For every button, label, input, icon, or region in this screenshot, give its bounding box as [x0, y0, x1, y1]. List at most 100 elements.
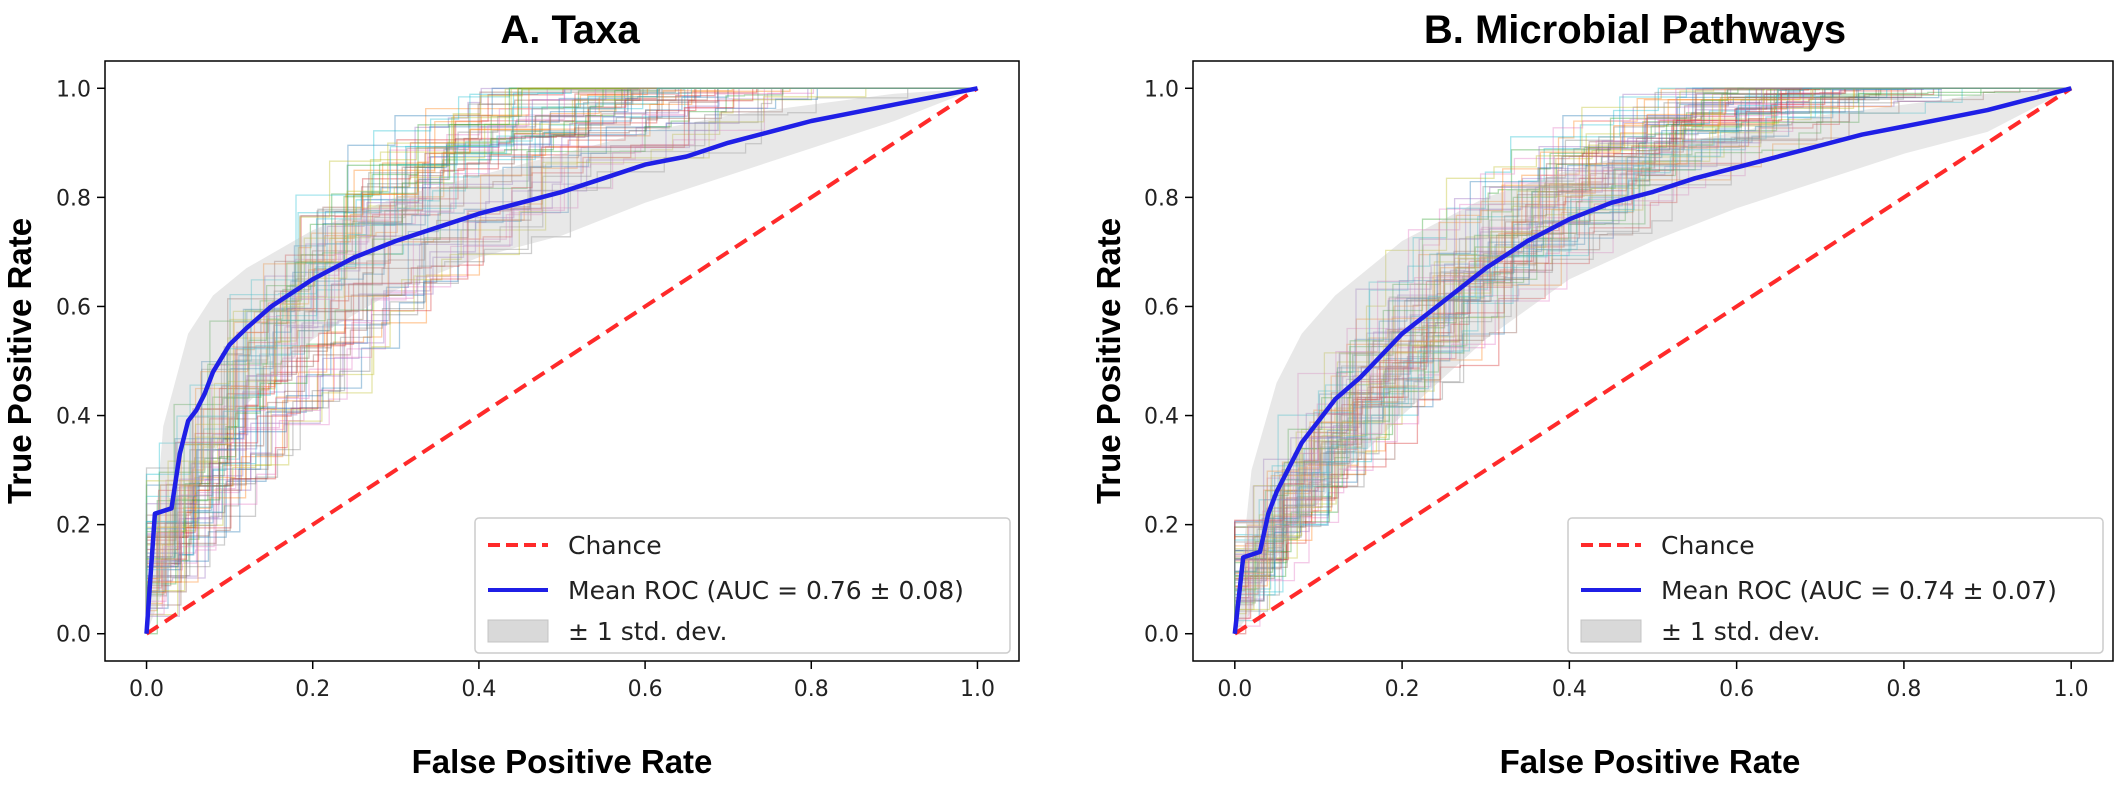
fold-roc-line [1234, 87, 2072, 634]
fold-roc-line [145, 87, 978, 634]
panel-a-marks [144, 86, 979, 636]
fold-roc-line [145, 87, 978, 634]
panel-a-title: A. Taxa [500, 8, 640, 52]
fold-roc-line [1234, 87, 2072, 634]
fold-roc-line [145, 87, 978, 634]
fold-roc-line [145, 87, 978, 634]
fold-roc-line [145, 87, 978, 634]
fold-roc-line [1234, 87, 2072, 634]
fold-roc-line [1234, 87, 2072, 634]
fold-roc-line [145, 87, 978, 634]
fold-roc-line [145, 87, 978, 634]
fold-roc-line [145, 87, 978, 634]
y-tick-label: 0.6 [56, 295, 91, 320]
fold-roc-line [1234, 87, 2072, 634]
fold-roc-line [145, 87, 978, 634]
fold-roc-line [1234, 87, 2072, 634]
fold-roc-line [145, 87, 978, 634]
fold-roc-line [1234, 87, 2072, 634]
fold-roc-line [145, 87, 978, 634]
fold-roc-line [1234, 87, 2072, 634]
fold-roc-line [1234, 87, 2072, 634]
panel-a-legend-mean-label: Mean ROC (AUC = 0.76 ± 0.08) [568, 576, 964, 605]
fold-roc-line [145, 87, 978, 634]
x-tick-label: 0.4 [461, 677, 496, 702]
fold-roc-line [1234, 87, 2072, 634]
fold-roc-line [145, 87, 978, 634]
panel-b-fold-curves [1234, 87, 2072, 635]
fold-roc-line [145, 87, 978, 634]
x-tick-label: 0.2 [295, 677, 330, 702]
fold-roc-line [145, 87, 978, 634]
fold-roc-line [145, 87, 978, 634]
fold-roc-line [1234, 87, 2072, 634]
fold-roc-line [145, 87, 978, 634]
fold-roc-line [145, 87, 978, 634]
fold-roc-line [1234, 88, 2072, 634]
fold-roc-line [145, 87, 978, 634]
mean-roc-line [1232, 86, 2072, 634]
fold-roc-line [145, 87, 978, 634]
panel-b-legend-box [1567, 517, 2104, 654]
fold-roc-line [145, 87, 978, 634]
fold-roc-line [1234, 87, 2072, 634]
fold-roc-line [145, 87, 978, 634]
fold-roc-line [145, 87, 978, 634]
panel-a: A. Taxa 0.0 0.2 0.4 0.6 0.8 1.0 0.00.20.40.60… [1, 8, 1020, 780]
panel-a-plot-frame [104, 60, 1020, 662]
y-tick-label: 1.0 [56, 77, 91, 102]
x-tick-label: 1.0 [2054, 677, 2089, 702]
fold-roc-line [1234, 87, 2072, 634]
x-tick-label: 0.4 [1552, 677, 1587, 702]
fold-roc-line [145, 87, 978, 634]
fold-roc-line [1234, 87, 2072, 634]
fold-roc-line [1234, 87, 2072, 634]
panel-b-y-axis-label: True Positive Rate [1090, 218, 1127, 504]
fold-roc-line [145, 87, 978, 634]
fold-roc-line [1234, 87, 2072, 634]
fold-roc-line [1234, 87, 2072, 634]
fold-roc-line [1234, 87, 2072, 634]
fold-roc-line [1234, 87, 2072, 634]
panel-b-legend: Chance Mean ROC (AUC = 0.74 ± 0.07) ± 1 … [1567, 517, 2104, 654]
fold-roc-line [145, 87, 978, 634]
panel-a-fold-curves [145, 87, 978, 635]
fold-roc-line [1234, 87, 2072, 634]
fold-roc-line [1234, 87, 2072, 634]
fold-roc-line [145, 87, 978, 634]
fold-roc-line [1234, 87, 2072, 634]
fold-roc-line [1234, 87, 2072, 634]
std-dev-band [1234, 88, 2072, 634]
x-tick-label: 0.6 [1719, 677, 1754, 702]
x-tick-label: 0.0 [129, 677, 164, 702]
fold-roc-line [1234, 87, 2072, 634]
fold-roc-line [145, 87, 978, 634]
fold-roc-line [145, 87, 978, 634]
fold-roc-line [145, 87, 978, 634]
fold-roc-line [1234, 87, 2072, 634]
fold-roc-line [1234, 87, 2072, 634]
fold-roc-line [145, 87, 978, 634]
fold-roc-line [145, 87, 978, 634]
fold-roc-line [145, 87, 978, 634]
fold-roc-line [145, 87, 978, 634]
x-tick-label: 0.8 [1886, 677, 1921, 702]
fold-roc-line [1234, 87, 2072, 634]
fold-roc-line [1234, 87, 2072, 634]
fold-roc-line [1234, 87, 2072, 634]
chance-line [1233, 86, 2073, 636]
fold-roc-line [145, 87, 978, 634]
y-tick-label: 0.8 [1144, 186, 1179, 211]
fold-roc-line [1234, 87, 2072, 634]
fold-roc-line [1234, 87, 2072, 634]
fold-roc-line [145, 87, 978, 634]
fold-roc-line [1234, 87, 2072, 634]
mean-roc-line [144, 86, 978, 634]
x-tick-label: 1.0 [960, 677, 995, 702]
fold-roc-line [1234, 87, 2072, 634]
fold-roc-line [1234, 87, 2072, 634]
fold-roc-line [145, 87, 978, 634]
std-dev-band [146, 88, 978, 634]
fold-roc-line [1234, 87, 2072, 634]
chance-line [145, 86, 979, 636]
